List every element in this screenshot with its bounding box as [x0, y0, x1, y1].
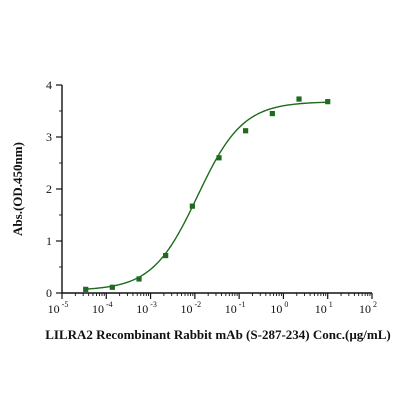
y-tick-label: 1: [46, 234, 52, 248]
x-tick-base: 10: [92, 302, 104, 316]
y-tick-label: 2: [46, 182, 52, 196]
y-ticks: 0 1 2 3 4: [46, 78, 62, 300]
x-tick-exponent: -2: [193, 300, 202, 309]
x-tick-exponent: -4: [104, 300, 113, 309]
x-tick-exponent: 2: [371, 300, 377, 309]
x-ticks: 10 -5 10 -4 10 -3 10 -2 10 -1 10 0 10 1 10 2: [48, 293, 377, 316]
y-tick-label: 4: [46, 78, 52, 92]
y-tick-label: 0: [46, 286, 52, 300]
x-tick-exponent: -3: [148, 300, 157, 309]
x-tick-label: 10 1: [315, 300, 333, 316]
x-tick-label: 10 -3: [136, 300, 157, 316]
data-point: [136, 276, 142, 282]
x-tick-base: 10: [270, 302, 282, 316]
x-tick-base: 10: [136, 302, 148, 316]
fit-curve: [85, 101, 328, 290]
x-tick-base: 10: [225, 302, 237, 316]
x-tick-base: 10: [181, 302, 193, 316]
x-tick-base: 10: [315, 302, 327, 316]
x-tick-base: 10: [359, 302, 371, 316]
x-tick-label: 10 0: [270, 300, 288, 316]
data-point: [325, 99, 331, 105]
data-point: [216, 155, 222, 161]
y-axis-title: Abs.(OD.450nm): [10, 142, 25, 236]
x-tick-label: 10 -5: [48, 300, 69, 316]
y-tick-label: 3: [46, 130, 52, 144]
data-point: [243, 128, 249, 134]
x-tick-label: 10 -1: [225, 300, 246, 316]
data-point: [163, 252, 169, 259]
data-point: [109, 284, 115, 290]
data-point: [269, 111, 275, 117]
x-tick-exponent: 0: [282, 300, 288, 309]
axes: [61, 85, 372, 294]
x-tick-exponent: -1: [237, 300, 246, 309]
x-tick-label: 10 2: [359, 300, 377, 316]
x-tick-exponent: 1: [327, 300, 333, 309]
x-tick-label: 10 -4: [92, 300, 113, 316]
x-tick-base: 10: [48, 302, 60, 316]
data-points: [83, 96, 331, 292]
data-point: [296, 96, 302, 102]
data-point: [83, 286, 89, 292]
data-point: [189, 203, 195, 209]
x-axis-title: LILRA2 Recombinant Rabbit mAb (S-287-234…: [45, 327, 391, 342]
x-tick-exponent: -5: [60, 300, 69, 309]
x-tick-label: 10 -2: [181, 300, 202, 316]
